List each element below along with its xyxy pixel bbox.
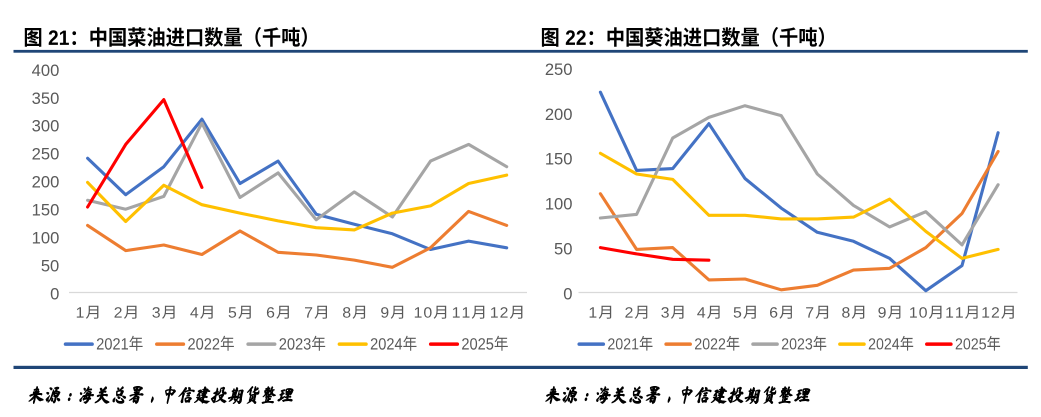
svg-text:50: 50	[41, 256, 59, 275]
svg-text:200: 200	[32, 173, 60, 192]
svg-text:0: 0	[563, 284, 572, 303]
svg-text:200: 200	[545, 105, 573, 124]
svg-text:0: 0	[50, 284, 59, 303]
svg-text:250: 250	[545, 60, 573, 79]
svg-text:100: 100	[545, 195, 573, 214]
svg-text:50: 50	[554, 240, 572, 259]
svg-text:150: 150	[545, 150, 573, 169]
svg-text:150: 150	[32, 201, 60, 220]
svg-text:400: 400	[32, 61, 60, 80]
svg-text:250: 250	[32, 145, 60, 164]
svg-text:350: 350	[32, 89, 60, 108]
svg-text:100: 100	[32, 229, 60, 248]
svg-text:300: 300	[32, 117, 60, 136]
